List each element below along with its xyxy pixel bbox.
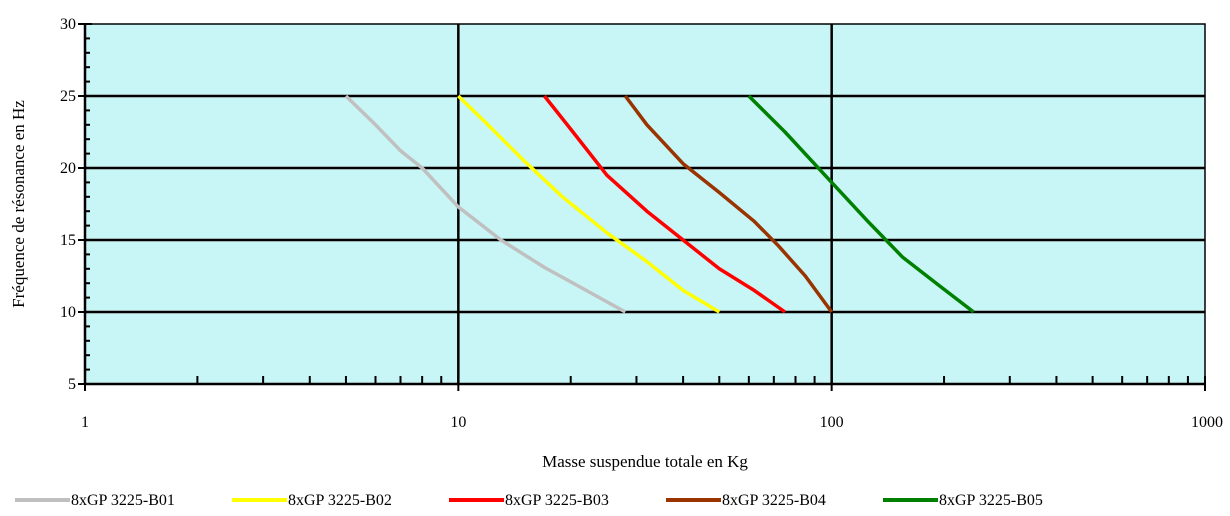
plot-area: [85, 24, 1205, 384]
series-lines: [344, 94, 975, 314]
series-line-2: [457, 94, 721, 314]
legend-label: 8xGP 3225-B01: [71, 492, 175, 509]
legend-label: 8xGP 3225-B03: [505, 492, 609, 509]
axes: [78, 23, 1206, 391]
legend-label: 8xGP 3225-B05: [939, 492, 1043, 509]
y-tick-label: 20: [60, 160, 76, 177]
legend-label: 8xGP 3225-B04: [722, 492, 826, 509]
tick-labels: 5 10 15 20 25 30 1 10 100 1000: [60, 16, 1223, 431]
x-tick-label: 10: [450, 414, 466, 431]
legend: 8xGP 3225-B01 8xGP 3225-B02 8xGP 3225-B03 8…: [15, 492, 1043, 509]
grid-lines: [85, 24, 1205, 384]
series-line-4: [623, 94, 834, 314]
y-tick-label: 5: [68, 376, 76, 393]
series-line-3: [543, 94, 787, 314]
x-tick-label: 100: [820, 414, 844, 431]
y-tick-label: 15: [60, 232, 76, 249]
y-tick-label: 25: [60, 88, 76, 105]
series-line-1: [344, 94, 627, 314]
y-axis-title: Fréquence de résonance en Hz: [9, 100, 28, 308]
legend-label: 8xGP 3225-B02: [288, 492, 392, 509]
x-tick-label: 1: [81, 414, 89, 431]
series-line-5: [747, 94, 975, 314]
y-tick-label: 30: [60, 16, 76, 33]
y-tick-label: 10: [60, 304, 76, 321]
x-tick-label: 1000: [1191, 414, 1223, 431]
x-axis-title: Masse suspendue totale en Kg: [542, 452, 748, 471]
